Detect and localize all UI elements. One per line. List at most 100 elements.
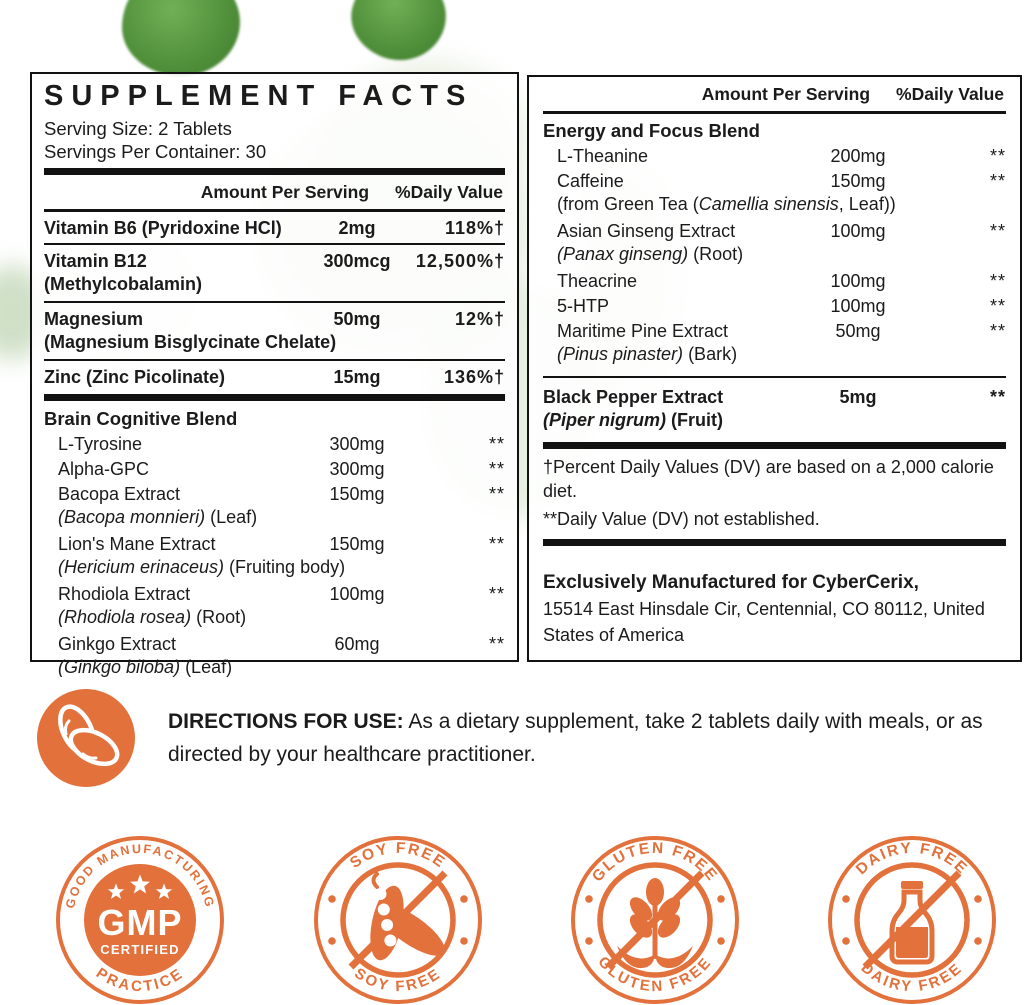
divider-thin [44, 243, 505, 245]
ingredient-dv: ** [488, 584, 505, 604]
tablets-icon [37, 689, 135, 787]
black-pepper-row: Black Pepper Extract 5mg ** (Piper nigrum) … [543, 384, 1006, 434]
badge-center-subtext: CERTIFIED [100, 942, 179, 957]
badge-dots [842, 895, 982, 945]
brain-blend-title: Brain Cognitive Blend [44, 408, 238, 429]
columns-header: Amount Per Serving %Daily Value [44, 179, 505, 206]
ingredient-dv: 12%† [454, 309, 505, 329]
ingredient-name: Vitamin B6 (Pyridoxine HCl) [44, 218, 282, 238]
ingredient-name: L-Tyrosine [58, 434, 143, 454]
fact-row: Rhodiola Extract 100mg ** [44, 581, 505, 606]
directions-label: DIRECTIONS FOR USE: [168, 710, 404, 733]
col-dv-label: %Daily Value [896, 84, 1004, 104]
fact-row: L-Tyrosine 300mg ** [44, 431, 505, 456]
ingredient-name: Vitamin B12 [44, 251, 147, 271]
star-icon [107, 874, 173, 899]
ingredient-subline: (Piper nigrum) (Fruit) [543, 410, 723, 430]
badge-center-text: GMP [97, 902, 182, 943]
fact-row: L-Theanine 200mg ** [543, 143, 1006, 168]
ingredient-amount: 100mg [830, 221, 886, 241]
ingredient-amount: 300mg [329, 459, 385, 479]
ingredient-subline: (Magnesium Bisglycinate Chelate) [44, 332, 337, 352]
ingredient-dv: 136%† [443, 367, 505, 387]
ingredient-subline: (Pinus pinaster) (Bark) [557, 344, 738, 364]
ingredient-amount: 100mg [830, 271, 886, 291]
manufacturer-address: 15514 East Hinsdale Cir, Centennial, CO … [543, 599, 985, 645]
fact-row: 5-HTP 100mg ** [543, 293, 1006, 318]
fact-row: Theacrine 100mg ** [543, 268, 1006, 293]
ingredient-name: Lion's Mane Extract [58, 534, 216, 554]
ingredient-name: Asian Ginseng Extract [557, 221, 736, 241]
servings-per-container: Servings Per Container: 30 [44, 141, 267, 162]
ingredient-dv: ** [989, 221, 1006, 241]
green-tablet-decor [342, 0, 456, 71]
ingredient-name: Magnesium [44, 309, 144, 329]
directions-body: As a dietary supplement, take 2 tablets … [168, 710, 983, 766]
right-blend-rows: L-Theanine 200mg ** Caffeine 150mg ** (from Gr… [543, 143, 1006, 368]
fact-row: Zinc (Zinc Picolinate) 15mg 136%† [44, 364, 505, 389]
ingredient-amount: 15mg [333, 367, 381, 387]
dairy-free-badge: DAIRY FREE DAIRY FREE [828, 836, 996, 1004]
footnotes: †Percent Daily Values (DV) are based on … [543, 455, 1006, 531]
col-amount-label: Amount Per Serving [701, 84, 871, 104]
ingredient-amount: 5mg [839, 387, 877, 407]
ingredient-subline: (Hericium erinaceus) (Fruiting body) [58, 557, 346, 577]
green-tablet-decor [122, 0, 240, 76]
gmp-badge: GMP CERTIFIED GOOD MANUFACTURING PRACTIC… [56, 836, 224, 1004]
divider-thick [44, 394, 505, 401]
divider-thin [44, 301, 505, 303]
ingredient-amount: 150mg [329, 484, 385, 504]
col-amount-label: Amount Per Serving [200, 182, 370, 202]
fact-row: Lion's Mane Extract 150mg ** [44, 531, 505, 556]
ingredient-amount: 300mcg [323, 251, 391, 271]
soy-free-badge: SOY FREE SOY FREE [314, 836, 482, 1004]
ingredient-name: Black Pepper Extract [543, 387, 724, 407]
fact-row: Black Pepper Extract 5mg ** [543, 384, 1006, 409]
fact-row: Vitamin B12 300mcg 12,500%† [44, 248, 505, 273]
columns-header-right: Amount Per Serving %Daily Value [543, 81, 1006, 108]
ingredient-amount: 300mg [329, 434, 385, 454]
ingredient-name: Alpha-GPC [58, 459, 150, 479]
ingredient-subline: (Methylcobalamin) [44, 274, 203, 294]
ingredient-amount: 150mg [329, 534, 385, 554]
ingredient-amount: 50mg [835, 321, 881, 341]
left-blend-rows: L-Tyrosine 300mg ** Alpha-GPC 300mg ** Bacopa … [44, 431, 505, 681]
ingredient-name: 5-HTP [557, 296, 610, 316]
energy-blend-title: Energy and Focus Blend [543, 120, 760, 141]
ingredient-name: Ginkgo Extract [58, 634, 177, 654]
ingredient-dv: ** [488, 484, 505, 504]
fact-row: Maritime Pine Extract 50mg ** [543, 318, 1006, 343]
fact-row: Ginkgo Extract 60mg ** [44, 631, 505, 656]
ingredient-dv: ** [488, 534, 505, 554]
fact-row: Vitamin B6 (Pyridoxine HCl) 2mg 118%† [44, 215, 505, 240]
ingredient-dv: ** [488, 459, 505, 479]
divider-thin [543, 376, 1006, 378]
fact-row: Caffeine 150mg ** [543, 168, 1006, 193]
ingredient-dv: ** [989, 146, 1006, 166]
ingredient-amount: 2mg [338, 218, 376, 238]
directions-text: DIRECTIONS FOR USE: As a dietary supplem… [168, 705, 996, 771]
ingredient-name: Zinc (Zinc Picolinate) [44, 367, 226, 387]
left-main-rows: Vitamin B6 (Pyridoxine HCl) 2mg 118%† Vitam… [44, 215, 505, 389]
ingredient-dv: ** [989, 387, 1006, 407]
supplement-facts-title: SUPPLEMENT FACTS [44, 80, 474, 112]
ingredient-amount: 200mg [830, 146, 886, 166]
serving-size: Serving Size: 2 Tablets [44, 118, 232, 139]
divider-thick [543, 442, 1006, 449]
ingredient-dv: ** [989, 321, 1006, 341]
ingredient-subline: (Panax ginseng) (Root) [557, 244, 744, 264]
soy-pod-icon [370, 872, 445, 961]
wheat-icon [617, 878, 693, 969]
ingredient-name: Theacrine [557, 271, 638, 291]
ingredient-dv: ** [488, 634, 505, 654]
divider-thin [44, 359, 505, 361]
fact-row: Magnesium 50mg 12%† [44, 306, 505, 331]
ingredient-amount: 150mg [830, 171, 886, 191]
gluten-free-badge: GLUTEN FREE GLUTEN FREE [571, 836, 739, 1004]
milk-bottle-icon [889, 881, 935, 965]
footnote-line: †Percent Daily Values (DV) are based on … [543, 457, 994, 501]
ingredient-amount: 100mg [329, 584, 385, 604]
supplement-facts-panel-right: Amount Per Serving %Daily Value Energy a… [527, 75, 1022, 662]
badge-dots [328, 895, 468, 945]
